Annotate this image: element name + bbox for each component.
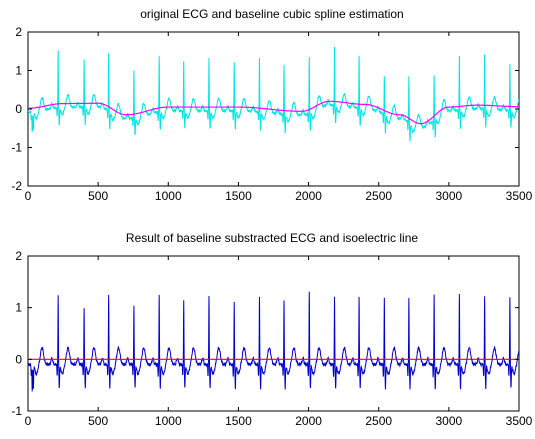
y-tick-label: 2 [15, 25, 22, 39]
x-tick-label: 2500 [365, 189, 392, 203]
subplot-top-title: original ECG and baseline cubic spline e… [140, 7, 403, 21]
subplot-bottom-axes-box [27, 255, 520, 412]
x-tick-label: 3000 [436, 189, 463, 203]
x-tick-label: 1000 [155, 414, 182, 428]
subplot-bottom-title: Result of baseline substracted ECG and i… [126, 231, 418, 245]
x-tick-label: 2500 [365, 414, 392, 428]
x-tick-label: 1500 [225, 414, 252, 428]
x-tick-label: 1500 [225, 189, 252, 203]
x-tick-label: 2000 [295, 189, 322, 203]
x-tick-label: 500 [88, 189, 108, 203]
subplot-bottom: Result of baseline substracted ECG and i… [11, 231, 532, 428]
x-tick-label: 3500 [506, 189, 533, 203]
y-tick-label: 0 [15, 352, 22, 366]
baseline-spline-line [28, 100, 519, 125]
x-tick-label: 0 [25, 189, 32, 203]
ecg-signal-line [28, 291, 519, 392]
x-tick-label: 1000 [155, 189, 182, 203]
x-tick-label: 3500 [506, 414, 533, 428]
y-tick-label: -1 [11, 404, 22, 418]
y-tick-label: 2 [15, 249, 22, 263]
x-tick-label: 3000 [436, 414, 463, 428]
x-tick-label: 0 [25, 414, 32, 428]
y-tick-label: 1 [15, 301, 22, 315]
subplot-top: original ECG and baseline cubic spline e… [11, 7, 532, 203]
y-tick-label: -1 [11, 141, 22, 155]
ecg-signal-line [28, 47, 519, 142]
x-tick-label: 500 [88, 414, 108, 428]
y-tick-label: -2 [11, 179, 22, 193]
y-tick-label: 1 [15, 64, 22, 78]
y-tick-label: 0 [15, 102, 22, 116]
x-tick-label: 2000 [295, 414, 322, 428]
